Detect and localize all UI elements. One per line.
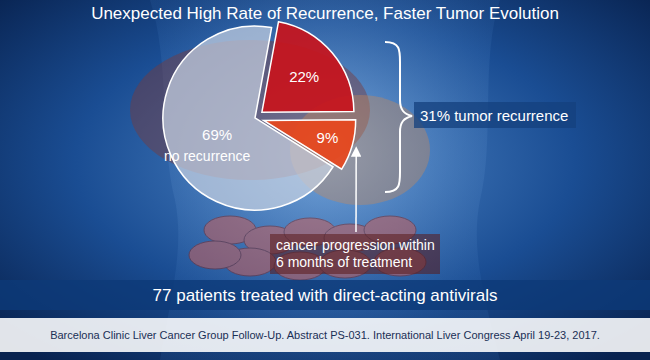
chart: Unexpected High Rate of Recurrence, Fast…: [0, 0, 650, 360]
pie: [163, 22, 356, 210]
data-label: 9%: [317, 129, 339, 146]
category-label: no recurrence: [164, 148, 251, 164]
banner: [0, 280, 650, 310]
caption: Barcelona Clinic Liver Cancer Group Foll…: [50, 329, 600, 341]
footer: [0, 318, 650, 352]
category-label: cancer progression within6 months of tre…: [276, 237, 435, 270]
annotation: 77 patients treated with direct-acting a…: [153, 286, 498, 305]
pie-slice: [264, 120, 356, 169]
annotation-arrow: [355, 152, 357, 232]
bracket: [385, 42, 412, 192]
title: Unexpected High Rate of Recurrence, Fast…: [91, 4, 559, 23]
plot-area: [163, 22, 356, 210]
background: [0, 0, 650, 360]
annotation: 31% tumor recurrence: [420, 107, 568, 124]
annotation-box: [414, 102, 576, 128]
data-label: 22%: [289, 68, 319, 85]
pie-slice: [262, 22, 354, 112]
data-label: 69%: [202, 126, 232, 143]
labels: 69% 22% 9% no recurrence: [164, 68, 338, 164]
annotation-box: [270, 234, 440, 274]
intestine-loop: [189, 241, 241, 269]
